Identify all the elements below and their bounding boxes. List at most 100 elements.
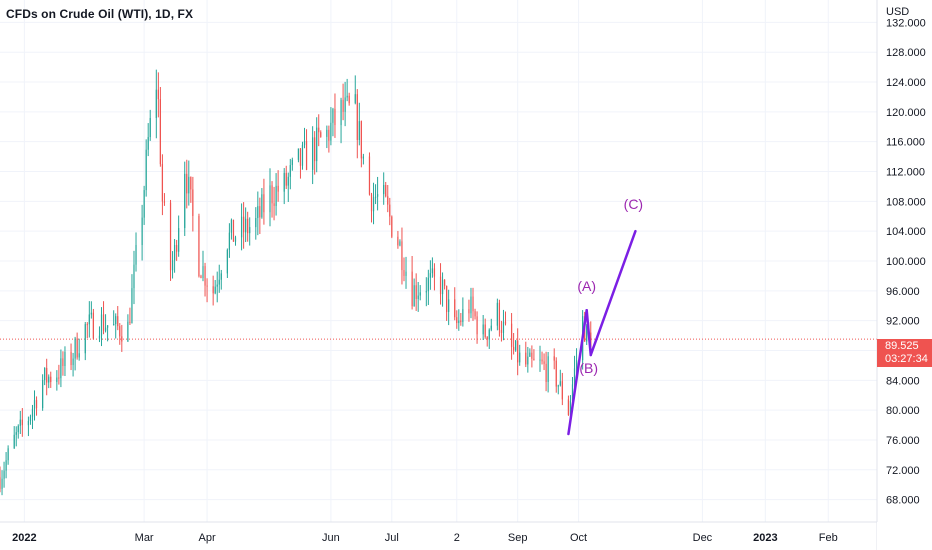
time-tick-label: Dec bbox=[693, 532, 713, 544]
candle-body bbox=[557, 385, 559, 387]
candle-body bbox=[370, 194, 373, 212]
time-axis[interactable]: 2022 Mar Apr Jun Jul 2 Sep Oct Dec 2023 Feb bbox=[12, 532, 838, 544]
time-tick-label: Jul bbox=[385, 532, 399, 544]
candle-body bbox=[198, 215, 200, 277]
price-axis[interactable]: 132.000 128.000 124.000 120.000 116.000 112.0… bbox=[886, 17, 926, 506]
candle-body bbox=[397, 236, 399, 246]
time-tick-label: Feb bbox=[819, 532, 838, 544]
candle-body bbox=[571, 384, 574, 401]
candle-body bbox=[291, 159, 293, 166]
candle-body bbox=[249, 227, 251, 234]
candle-body bbox=[56, 377, 58, 383]
candle-body bbox=[42, 380, 44, 409]
price-tick-label: 80.000 bbox=[886, 405, 920, 417]
candle-body bbox=[448, 299, 450, 312]
candle-body bbox=[569, 400, 572, 415]
candle-body bbox=[539, 359, 541, 361]
candle-body bbox=[575, 360, 578, 369]
candle-body bbox=[500, 329, 503, 333]
wave-label: (C) bbox=[624, 196, 643, 212]
candle-body bbox=[519, 352, 521, 363]
candle-body bbox=[178, 228, 180, 252]
candle-body bbox=[76, 338, 78, 358]
candle-body bbox=[145, 149, 147, 191]
candle-body bbox=[401, 241, 403, 271]
candle-body bbox=[403, 270, 405, 276]
candle-body bbox=[586, 325, 588, 342]
candle-body bbox=[44, 367, 46, 381]
candle-body bbox=[127, 321, 129, 342]
candle-body bbox=[74, 338, 76, 359]
candle-body bbox=[446, 285, 448, 312]
price-tick-label: 108.000 bbox=[886, 196, 926, 208]
candle-body bbox=[257, 206, 259, 219]
candle-body bbox=[186, 173, 188, 194]
candle-body bbox=[212, 286, 214, 294]
candle-body bbox=[468, 309, 470, 314]
candle-body bbox=[358, 121, 360, 141]
wave-segment[interactable] bbox=[585, 308, 593, 357]
candle-body bbox=[226, 249, 228, 274]
price-tick-label: 84.000 bbox=[886, 375, 920, 387]
candle-body bbox=[3, 470, 5, 479]
candle-body bbox=[533, 358, 535, 360]
candle-body bbox=[13, 434, 15, 449]
candle-body bbox=[133, 264, 135, 289]
candle-body bbox=[287, 176, 289, 186]
candle-body bbox=[35, 400, 38, 409]
candle-body bbox=[283, 172, 285, 192]
candle-body bbox=[90, 312, 92, 315]
candle-body bbox=[60, 358, 62, 379]
candle-body bbox=[131, 288, 133, 323]
candle-body bbox=[456, 317, 458, 324]
candle-body bbox=[135, 245, 137, 265]
candle-body bbox=[202, 266, 204, 279]
candle-body bbox=[344, 97, 346, 112]
candle-body bbox=[517, 340, 519, 363]
candle-body bbox=[559, 381, 561, 386]
time-tick-label: 2022 bbox=[12, 532, 36, 544]
price-tick-label: 92.000 bbox=[886, 316, 920, 328]
candle-body bbox=[476, 316, 478, 335]
candle-body bbox=[362, 156, 364, 159]
candle-body bbox=[510, 323, 513, 347]
candle-body bbox=[200, 276, 202, 279]
candle-body bbox=[58, 377, 60, 379]
candle-body bbox=[84, 324, 86, 354]
candle-body bbox=[573, 368, 576, 385]
wave-segment[interactable] bbox=[567, 308, 588, 436]
candle-body bbox=[259, 206, 261, 218]
price-tick-label: 132.000 bbox=[886, 17, 926, 29]
time-tick-label: Mar bbox=[135, 532, 154, 544]
candle-body bbox=[413, 285, 415, 307]
price-tick-label: 112.000 bbox=[886, 167, 925, 179]
candle-body bbox=[169, 202, 172, 271]
candle-body bbox=[301, 144, 304, 166]
candle-body bbox=[415, 285, 417, 300]
candle-body bbox=[147, 137, 149, 150]
price-tick-label: 100.000 bbox=[886, 256, 926, 268]
candle-body bbox=[277, 185, 279, 192]
candle-body bbox=[62, 358, 64, 367]
candle-body bbox=[184, 173, 186, 229]
wave-segment[interactable] bbox=[589, 229, 637, 357]
candle-body bbox=[214, 286, 216, 294]
candle-body bbox=[474, 311, 476, 317]
price-tick-label: 96.000 bbox=[886, 286, 920, 298]
candle-body bbox=[48, 376, 50, 383]
candle-body bbox=[163, 201, 166, 203]
candle-body bbox=[547, 356, 549, 382]
candle-body bbox=[106, 325, 109, 328]
candle-body bbox=[405, 271, 407, 276]
candle-body bbox=[141, 217, 143, 246]
time-tick-label: Oct bbox=[570, 532, 587, 544]
candle-body bbox=[541, 359, 543, 362]
candle-body bbox=[429, 273, 431, 278]
elliott-wave-drawing[interactable] bbox=[567, 229, 637, 436]
candle-body bbox=[419, 292, 421, 296]
candle-body bbox=[5, 460, 7, 471]
candle-body bbox=[171, 260, 174, 271]
candle-body bbox=[17, 425, 19, 433]
candle-body bbox=[354, 94, 356, 104]
